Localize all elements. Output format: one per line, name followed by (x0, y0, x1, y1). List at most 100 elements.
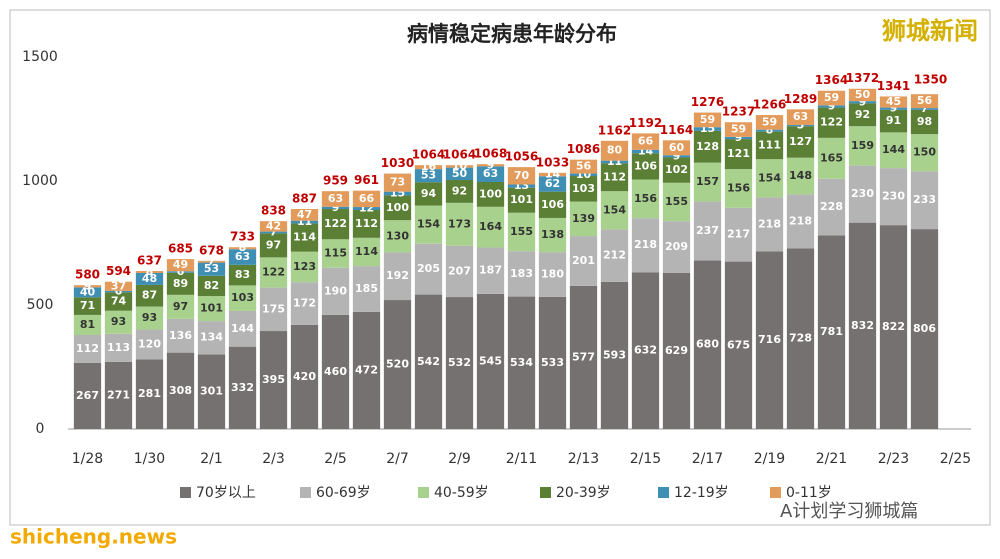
segment-label: 632 (634, 344, 657, 357)
y-tick-label: 1000 (22, 173, 58, 189)
bar-segment (197, 321, 226, 355)
segment-label: 66 (359, 192, 375, 205)
segment-label: 271 (107, 388, 130, 401)
bar-segment (879, 109, 908, 133)
total-label: 637 (137, 254, 162, 268)
bar-segment (135, 284, 164, 307)
bar-segment (383, 173, 412, 192)
segment-label: 50 (452, 167, 468, 180)
bar-segment (724, 207, 753, 262)
segment-label: 218 (789, 214, 812, 227)
segment-label: 49 (173, 258, 188, 271)
y-tick-label: 1500 (22, 49, 58, 65)
segment-label: 103 (572, 182, 595, 195)
segment-label: 106 (541, 198, 564, 211)
segment-label: 185 (355, 282, 378, 295)
bar-segment (817, 235, 846, 429)
bar-segment (724, 122, 753, 137)
x-tick-label: 2/21 (816, 451, 847, 467)
bar-segment (631, 272, 660, 429)
x-tick-label: 2/9 (448, 451, 471, 467)
bar-segment (476, 206, 505, 248)
total-label: 1192 (629, 116, 662, 130)
segment-label: 40 (80, 285, 96, 298)
segment-label: 150 (913, 146, 936, 159)
segment-label: 593 (603, 348, 626, 361)
segment-label: 47 (297, 208, 312, 221)
bar-segment (259, 257, 288, 288)
bar-segment (755, 115, 784, 130)
bar-segment (910, 134, 939, 172)
bar-segment (135, 306, 164, 330)
legend-swatch (180, 487, 191, 498)
total-label: 1237 (722, 105, 755, 119)
bar-segment (910, 109, 939, 135)
segment-label: 63 (328, 192, 343, 205)
segment-label: 7 (208, 255, 216, 268)
legend-swatch (540, 487, 551, 498)
bar-segment (662, 182, 691, 222)
bar-segment (848, 103, 877, 127)
segment-label: 8 (146, 265, 154, 278)
bar-segment (383, 191, 412, 196)
bar-segment (321, 191, 350, 207)
bar-segment (538, 252, 567, 297)
x-tick-label: 2/1 (200, 451, 223, 467)
bar-segment (259, 233, 288, 258)
segment-label: 6 (177, 265, 185, 278)
bar-segment (910, 94, 939, 109)
bar-segment (104, 281, 133, 291)
bar-segment (135, 329, 164, 360)
segment-label: 93 (142, 311, 157, 324)
bar-segment (352, 190, 381, 208)
segment-label: 62 (545, 177, 560, 190)
x-tick-label: 2/3 (262, 451, 285, 467)
total-label: 580 (75, 268, 100, 282)
x-tick-label: 1/28 (72, 451, 103, 467)
bar-segment (414, 169, 443, 183)
bar-segment (755, 197, 784, 252)
segment-label: 542 (417, 355, 440, 368)
segment-label: 139 (572, 212, 595, 225)
x-tick-label: 1/30 (134, 451, 165, 467)
bar-segment (786, 157, 815, 195)
bar-segment (693, 260, 722, 429)
bar-segment (786, 248, 815, 429)
bar-segment (383, 220, 412, 253)
segment-label: 155 (510, 225, 533, 238)
bar-segment (73, 287, 102, 298)
bar-segment (228, 247, 257, 250)
bar-segment (104, 361, 133, 429)
bar-segment (662, 140, 691, 156)
segment-label: 183 (510, 267, 533, 280)
total-label: 685 (168, 242, 193, 256)
bar-segment (817, 107, 846, 138)
x-tick-label: 2/25 (940, 451, 971, 467)
bar-segment (600, 229, 629, 282)
bar-segment (383, 195, 412, 221)
segment-label: 128 (696, 140, 719, 153)
bar-segment (507, 296, 536, 429)
segment-label: 218 (758, 217, 781, 230)
segment-label: 9 (487, 158, 495, 171)
segment-label: 230 (882, 190, 905, 203)
bar-segment (414, 205, 443, 244)
segment-label: 53 (204, 262, 219, 275)
bar-segment (569, 173, 598, 177)
bar-segment (910, 108, 939, 110)
bar-segment (414, 182, 443, 206)
segment-label: 212 (603, 249, 626, 262)
bar-segment (879, 225, 908, 429)
bar-segment (445, 245, 474, 298)
bar-segment (414, 165, 443, 170)
segment-label: 63 (483, 167, 498, 180)
bar-segment (445, 165, 474, 168)
bar-segment (786, 194, 815, 249)
chart-title: 病情稳定病患年龄分布 (407, 22, 617, 46)
bar-segment (321, 239, 350, 268)
segment-label: 460 (324, 365, 347, 378)
bar-segment (290, 209, 319, 221)
total-label: 1068 (474, 147, 507, 161)
bar-segment (228, 285, 257, 311)
